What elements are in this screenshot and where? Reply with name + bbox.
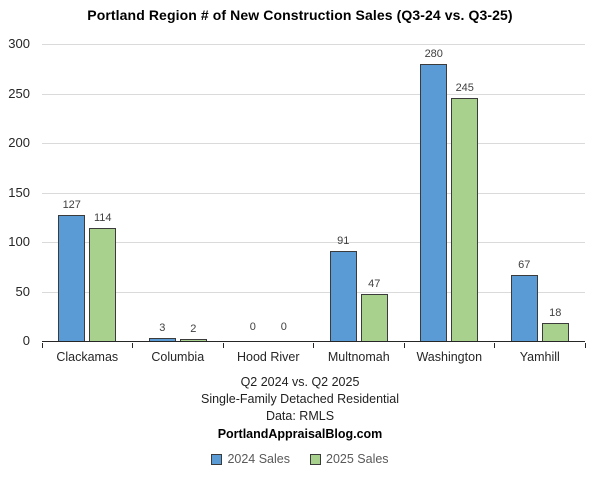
legend-label-2024: 2024 Sales — [227, 452, 290, 466]
x-tick-label-washington: Washington — [416, 350, 483, 364]
x-tick-label-yamhill: Yamhill — [519, 350, 560, 364]
gridline — [42, 93, 585, 95]
legend-item-2024-sales: 2024 Sales — [211, 452, 290, 466]
gridline — [42, 143, 585, 144]
value-label-2024-sales-hood-river: 0 — [249, 321, 256, 333]
x-axis-tick — [494, 342, 495, 348]
value-label-2025-sales-multnomah: 47 — [368, 278, 381, 290]
value-label-2025-sales-clackamas: 114 — [93, 212, 112, 224]
bar-2024-sales-washington — [420, 64, 448, 341]
x-axis-tick — [313, 342, 314, 348]
bar-2025-sales-columbia — [179, 339, 207, 341]
y-tick-label: 50 — [15, 283, 30, 299]
plot-area: 127 3 0 91 280 67 114 2 0 47 245 18 — [42, 44, 585, 342]
x-axis-tick — [584, 342, 586, 348]
value-label-2024-sales-yamhill: 67 — [518, 259, 531, 271]
value-label-2025-sales-yamhill: 18 — [549, 307, 562, 319]
y-tick-label: 100 — [8, 234, 30, 249]
x-tick-label-clackamas: Clackamas — [56, 350, 119, 364]
footnote-period: Q2 2024 vs. Q2 2025 — [240, 375, 360, 389]
gridline — [42, 242, 585, 243]
gridline — [42, 291, 585, 293]
x-axis-tick — [132, 342, 133, 348]
value-label-2024-sales-washington: 280 — [424, 48, 443, 60]
bar-2025-sales-clackamas — [89, 228, 117, 341]
legend-label-2025: 2025 Sales — [326, 452, 389, 466]
value-label-2025-sales-washington: 245 — [455, 82, 474, 94]
footnote-data-source: Data: RMLS — [265, 409, 335, 424]
legend-item-2025-sales: 2025 Sales — [310, 452, 389, 466]
bar-2024-sales-clackamas — [58, 215, 86, 341]
value-label-2025-sales-columbia: 2 — [190, 323, 197, 335]
bar-2025-sales-yamhill — [541, 323, 569, 341]
value-label-2025-sales-hood-river: 0 — [280, 321, 287, 333]
y-tick-label: 300 — [8, 36, 30, 51]
x-axis-tick — [222, 342, 224, 348]
bar-2024-sales-columbia — [148, 338, 176, 341]
y-tick-label: 200 — [8, 135, 30, 150]
value-label-2024-sales-clackamas: 127 — [62, 199, 81, 211]
x-tick-label-columbia: Columbia — [151, 350, 205, 364]
x-axis-tick — [403, 342, 405, 348]
chart-title: Portland Region # of New Construction Sa… — [87, 7, 513, 23]
bar-2024-sales-multnomah — [329, 251, 357, 341]
y-tick-label: 0 — [22, 333, 30, 348]
x-tick-label-hood-river: Hood River — [236, 350, 300, 364]
footnote-property-type: Single-Family Detached Residential — [200, 392, 399, 407]
legend-swatch-2024-icon — [211, 453, 223, 465]
bar-2025-sales-multnomah — [360, 294, 388, 341]
bar-2024-sales-yamhill — [510, 275, 538, 341]
x-tick-label-multnomah: Multnomah — [327, 350, 390, 364]
legend-swatch-2025-icon — [310, 453, 321, 465]
value-label-2024-sales-columbia: 3 — [159, 322, 166, 334]
gridline — [42, 192, 585, 194]
value-label-2024-sales-multnomah: 91 — [337, 235, 350, 247]
y-tick-label: 250 — [8, 85, 30, 101]
legend: 2024 Sales 2025 Sales — [0, 452, 600, 466]
y-tick-label: 150 — [8, 184, 30, 200]
x-axis-tick — [41, 342, 43, 348]
x-axis-title-block: Q2 2024 vs. Q2 2025 Single-Family Detach… — [0, 374, 600, 443]
footnote-blog-url: PortlandAppraisalBlog.com — [217, 426, 383, 441]
bar-2025-sales-washington — [451, 98, 479, 341]
gridline — [42, 44, 585, 45]
